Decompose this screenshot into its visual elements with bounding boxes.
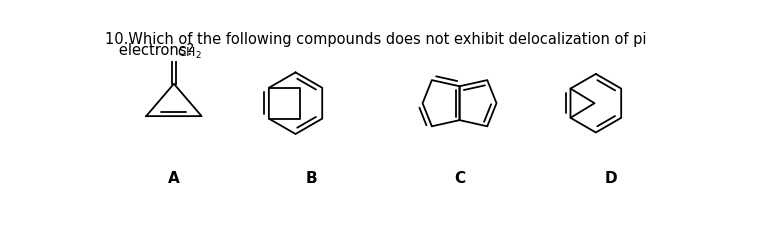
Text: D: D: [605, 171, 617, 186]
Text: electrons?: electrons?: [104, 43, 194, 58]
Text: CH$_2$: CH$_2$: [177, 46, 202, 61]
Text: C: C: [454, 171, 465, 186]
Text: 10.Which of the following compounds does not exhibit delocalization of pi: 10.Which of the following compounds does…: [104, 32, 646, 47]
Text: B: B: [305, 171, 317, 186]
Text: A: A: [168, 171, 180, 186]
